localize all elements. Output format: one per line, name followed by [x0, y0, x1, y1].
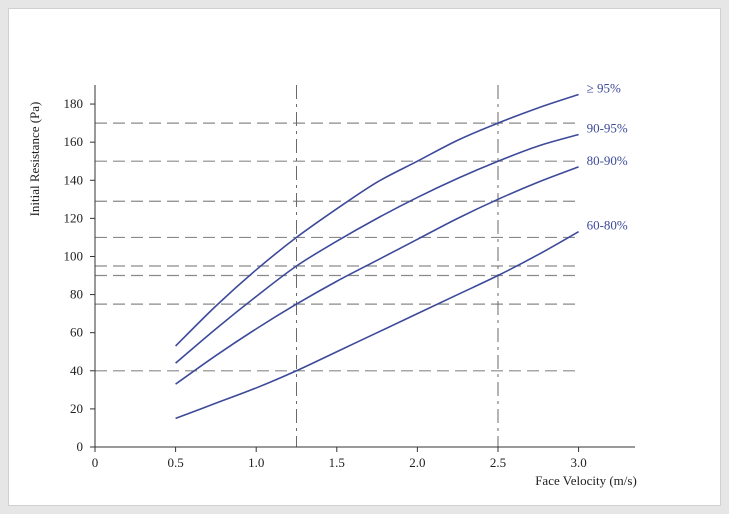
series-label: 80-90%	[587, 153, 628, 168]
x-tick-label: 0	[92, 455, 99, 470]
tick-labels: 0 20 40 60 80 100 120 140 160 180 0 0.5 1.0 1.5 2.0 2.5…	[64, 96, 587, 470]
y-axis-title: Initial Resistance (Pa)	[27, 102, 42, 217]
x-tick-label: 2.5	[490, 455, 506, 470]
y-tick-label: 180	[64, 96, 84, 111]
axes	[90, 85, 635, 452]
x-tick-label: 1.0	[248, 455, 264, 470]
y-tick-label: 0	[77, 439, 84, 454]
x-tick-label: 1.5	[329, 455, 345, 470]
y-tick-label: 140	[64, 172, 84, 187]
y-tick-label: 60	[70, 325, 83, 340]
series-line	[175, 166, 579, 385]
chart-panel: 0 20 40 60 80 100 120 140 160 180 0 0.5 1.0 1.5 2.0 2.5…	[8, 8, 721, 506]
series-line	[175, 231, 579, 420]
y-tick-label: 40	[70, 363, 83, 378]
series-label: ≥ 95%	[587, 81, 621, 96]
series-labels: ≥ 95% 90-95% 80-90% 60-80%	[587, 81, 628, 233]
x-tick-label: 0.5	[167, 455, 183, 470]
x-axis-title: Face Velocity (m/s)	[535, 473, 637, 488]
x-tick-label: 3.0	[570, 455, 586, 470]
y-tick-label: 160	[64, 134, 84, 149]
y-tick-label: 80	[70, 287, 83, 302]
y-tick-label: 120	[64, 210, 84, 225]
series-label: 60-80%	[587, 218, 628, 233]
x-tick-label: 2.0	[409, 455, 425, 470]
y-tick-label: 100	[64, 248, 84, 263]
series-lines	[175, 93, 579, 420]
reference-lines	[95, 85, 579, 447]
series-label: 90-95%	[587, 121, 628, 136]
line-chart: 0 20 40 60 80 100 120 140 160 180 0 0.5 1.0 1.5 2.0 2.5…	[27, 81, 637, 488]
y-tick-label: 20	[70, 401, 83, 416]
series-line	[175, 133, 579, 364]
series-line	[175, 93, 579, 347]
